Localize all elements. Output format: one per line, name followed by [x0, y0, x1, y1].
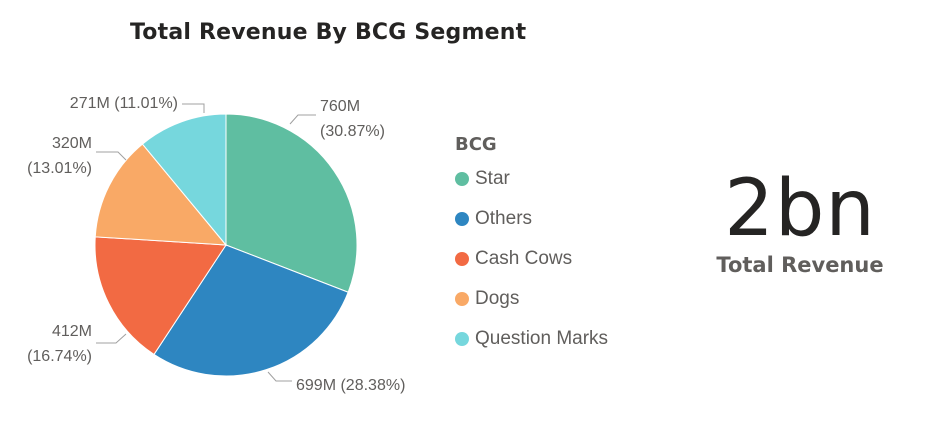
data-label: 760M (30.87%)	[320, 98, 385, 140]
leader-line	[96, 151, 127, 161]
pie-slice-question-marks[interactable]	[141, 113, 227, 247]
data-label-value: 320M	[52, 135, 92, 152]
leader-line	[96, 333, 127, 344]
chart-title: Total Revenue By BCG Segment	[130, 20, 527, 45]
legend-label-cash-cows: Cash Cows	[475, 248, 573, 269]
kpi-card[interactable]: 2bn Total Revenue	[700, 165, 900, 277]
data-label: 320M (13.01%)	[27, 135, 92, 177]
leader-line	[289, 114, 316, 125]
legend-item-cash-cows[interactable]: Cash Cows	[455, 239, 608, 279]
legend-label-dogs: Dogs	[475, 288, 520, 309]
data-label: 412M (16.74%)	[27, 323, 92, 365]
legend-dot-others	[455, 212, 469, 226]
legend-title: BCG	[455, 134, 497, 155]
legend-label-question-marks: Question Marks	[475, 328, 609, 349]
pie-slice-others[interactable]	[153, 244, 349, 377]
legend-dot-cash-cows	[455, 252, 469, 266]
data-label-percent: (16.74%)	[27, 348, 92, 365]
data-label-value: 760M	[320, 98, 360, 115]
data-label: 271M (11.01%)	[70, 95, 178, 112]
legend-dot-dogs	[455, 292, 469, 306]
pie-slice-dogs[interactable]	[94, 143, 228, 246]
legend-item-star[interactable]: Star	[455, 159, 608, 199]
kpi-label: Total Revenue	[716, 253, 884, 277]
leader-line	[182, 103, 205, 113]
legend-dot-question-marks	[455, 332, 469, 346]
leader-line	[267, 371, 292, 382]
data-label: 699M (28.38%)	[296, 377, 405, 394]
data-label-percent: (13.01%)	[27, 160, 92, 177]
data-label-percent: (30.87%)	[320, 123, 385, 140]
kpi-value: 2bn	[724, 164, 876, 254]
pie-slice-cash-cows[interactable]	[94, 236, 227, 356]
legend: BCG Star Others Cash Cows Dogs Question …	[455, 134, 608, 367]
legend-label-star: Star	[475, 168, 510, 189]
legend-dot-star	[455, 172, 469, 186]
legend-label-others: Others	[475, 208, 533, 229]
data-label-value: 412M	[52, 323, 92, 340]
legend-item-others[interactable]: Others	[455, 199, 608, 239]
legend-item-question-marks[interactable]: Question Marks	[455, 319, 608, 359]
legend-item-dogs[interactable]: Dogs	[455, 279, 608, 319]
pie-slice-star[interactable]	[225, 113, 358, 293]
